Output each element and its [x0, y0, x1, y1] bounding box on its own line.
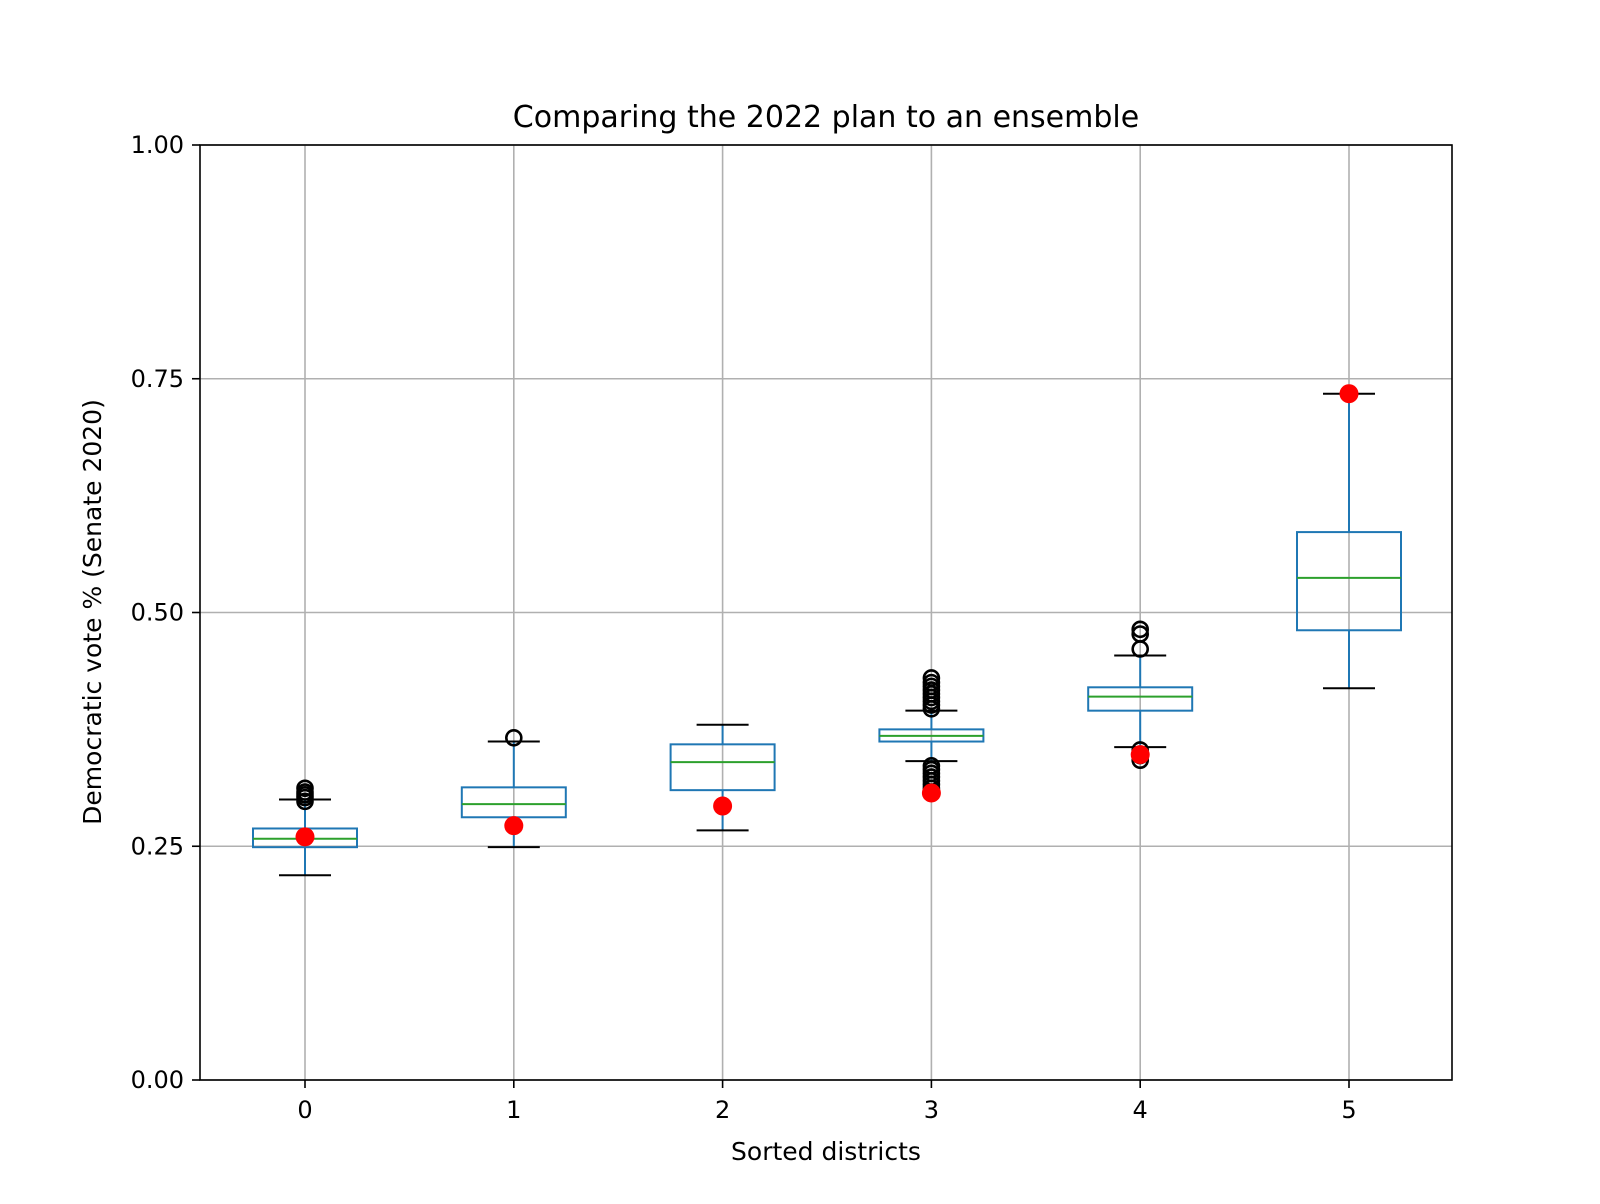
outlier-point	[1131, 625, 1149, 643]
y-axis-label: Democratic vote % (Senate 2020)	[78, 399, 107, 825]
y-tick-label: 1.00	[131, 131, 184, 159]
y-axis-ticks: 0.00 0.25 0.50 0.75 1.00	[131, 131, 200, 1094]
plan-points	[295, 384, 1359, 847]
box-group	[252, 779, 358, 877]
grid-lines	[200, 144, 1452, 1081]
y-tick-label: 0.00	[131, 1066, 184, 1094]
outlier-point	[922, 673, 941, 692]
outlier-point	[1131, 620, 1149, 639]
iqr-box	[669, 743, 776, 792]
outlier-point	[922, 757, 941, 775]
box-series	[252, 392, 1402, 877]
iqr-box	[1087, 686, 1194, 712]
y-tick-label: 0.50	[131, 599, 184, 627]
x-tick-label: 1	[506, 1096, 521, 1124]
plan-point	[1339, 384, 1359, 404]
outlier-point	[504, 728, 523, 747]
y-tick-label: 0.75	[131, 365, 184, 393]
plan-point	[295, 827, 315, 847]
x-tick-label: 0	[297, 1096, 312, 1124]
x-tick-label: 5	[1341, 1096, 1356, 1124]
plan-point	[504, 816, 524, 836]
chart-title: Comparing the 2022 plan to an ensemble	[513, 100, 1139, 135]
x-tick-label: 4	[1133, 1096, 1148, 1124]
outlier-point	[922, 669, 941, 687]
plan-point	[713, 796, 733, 816]
outlier-point	[296, 779, 314, 798]
plan-point	[921, 783, 941, 803]
x-axis-ticks: 0 1 2 3 4 5	[297, 1080, 1357, 1124]
plan-point	[1130, 745, 1150, 765]
x-tick-label: 2	[715, 1096, 730, 1124]
iqr-box	[1296, 531, 1402, 632]
x-axis-label: Sorted districts	[731, 1137, 921, 1166]
y-tick-label: 0.25	[131, 832, 184, 860]
x-tick-label: 3	[924, 1096, 939, 1124]
